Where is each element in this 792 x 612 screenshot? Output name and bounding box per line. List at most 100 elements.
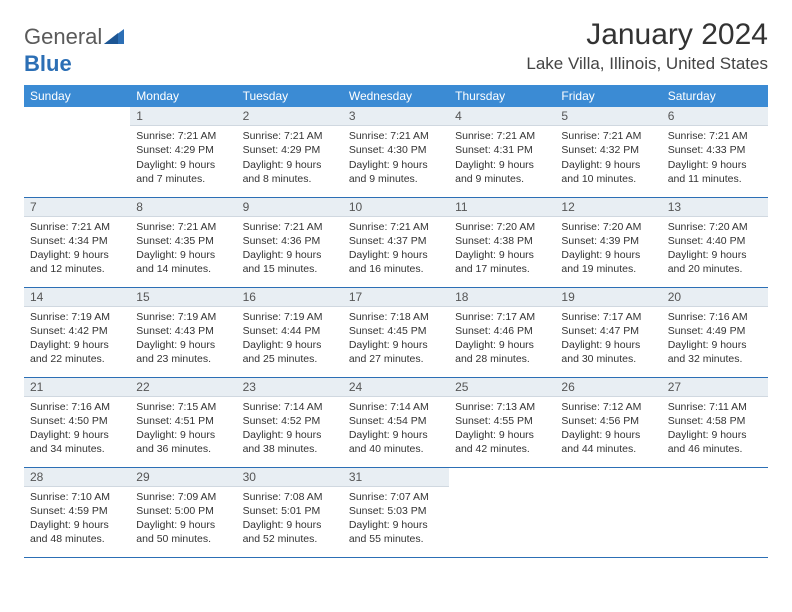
calendar-day-cell: 25Sunrise: 7:13 AMSunset: 4:55 PMDayligh… xyxy=(449,377,555,467)
day-details: Sunrise: 7:19 AMSunset: 4:44 PMDaylight:… xyxy=(237,307,343,371)
day-details: Sunrise: 7:21 AMSunset: 4:33 PMDaylight:… xyxy=(662,126,768,190)
sunrise-text: Sunrise: 7:14 AM xyxy=(349,400,443,414)
sunrise-text: Sunrise: 7:21 AM xyxy=(243,220,337,234)
calendar-day-cell xyxy=(662,467,768,557)
sunset-text: Sunset: 4:55 PM xyxy=(455,414,549,428)
sunrise-text: Sunrise: 7:18 AM xyxy=(349,310,443,324)
sunrise-text: Sunrise: 7:20 AM xyxy=(561,220,655,234)
weekday-header: Tuesday xyxy=(237,85,343,107)
day-details: Sunrise: 7:11 AMSunset: 4:58 PMDaylight:… xyxy=(662,397,768,461)
day-number: 22 xyxy=(130,378,236,397)
sunset-text: Sunset: 4:33 PM xyxy=(668,143,762,157)
daylight-text: Daylight: 9 hours and 17 minutes. xyxy=(455,248,549,276)
daylight-text: Daylight: 9 hours and 28 minutes. xyxy=(455,338,549,366)
calendar-day-cell: 20Sunrise: 7:16 AMSunset: 4:49 PMDayligh… xyxy=(662,287,768,377)
daylight-text: Daylight: 9 hours and 42 minutes. xyxy=(455,428,549,456)
day-details: Sunrise: 7:21 AMSunset: 4:29 PMDaylight:… xyxy=(237,126,343,190)
daylight-text: Daylight: 9 hours and 9 minutes. xyxy=(455,158,549,186)
sunset-text: Sunset: 4:54 PM xyxy=(349,414,443,428)
day-number: 21 xyxy=(24,378,130,397)
daylight-text: Daylight: 9 hours and 14 minutes. xyxy=(136,248,230,276)
daylight-text: Daylight: 9 hours and 46 minutes. xyxy=(668,428,762,456)
day-details: Sunrise: 7:16 AMSunset: 4:50 PMDaylight:… xyxy=(24,397,130,461)
weekday-header: Wednesday xyxy=(343,85,449,107)
calendar-day-cell: 7Sunrise: 7:21 AMSunset: 4:34 PMDaylight… xyxy=(24,197,130,287)
sunrise-text: Sunrise: 7:11 AM xyxy=(668,400,762,414)
sunset-text: Sunset: 4:50 PM xyxy=(30,414,124,428)
weekday-header: Thursday xyxy=(449,85,555,107)
calendar-day-cell: 9Sunrise: 7:21 AMSunset: 4:36 PMDaylight… xyxy=(237,197,343,287)
day-details: Sunrise: 7:21 AMSunset: 4:30 PMDaylight:… xyxy=(343,126,449,190)
day-number: 3 xyxy=(343,107,449,126)
day-number: 10 xyxy=(343,198,449,217)
weekday-header: Sunday xyxy=(24,85,130,107)
logo-text-general: General xyxy=(24,24,102,49)
calendar-day-cell: 16Sunrise: 7:19 AMSunset: 4:44 PMDayligh… xyxy=(237,287,343,377)
sunrise-text: Sunrise: 7:21 AM xyxy=(455,129,549,143)
sunrise-text: Sunrise: 7:21 AM xyxy=(243,129,337,143)
day-details: Sunrise: 7:18 AMSunset: 4:45 PMDaylight:… xyxy=(343,307,449,371)
sunset-text: Sunset: 4:35 PM xyxy=(136,234,230,248)
calendar-day-cell xyxy=(555,467,661,557)
sunset-text: Sunset: 4:30 PM xyxy=(349,143,443,157)
day-details: Sunrise: 7:10 AMSunset: 4:59 PMDaylight:… xyxy=(24,487,130,551)
daylight-text: Daylight: 9 hours and 7 minutes. xyxy=(136,158,230,186)
sunrise-text: Sunrise: 7:21 AM xyxy=(30,220,124,234)
day-number: 31 xyxy=(343,468,449,487)
sunset-text: Sunset: 5:01 PM xyxy=(243,504,337,518)
day-number: 13 xyxy=(662,198,768,217)
calendar-day-cell: 19Sunrise: 7:17 AMSunset: 4:47 PMDayligh… xyxy=(555,287,661,377)
calendar-day-cell: 30Sunrise: 7:08 AMSunset: 5:01 PMDayligh… xyxy=(237,467,343,557)
calendar-day-cell: 2Sunrise: 7:21 AMSunset: 4:29 PMDaylight… xyxy=(237,107,343,197)
sunset-text: Sunset: 5:00 PM xyxy=(136,504,230,518)
calendar-day-cell: 13Sunrise: 7:20 AMSunset: 4:40 PMDayligh… xyxy=(662,197,768,287)
sunrise-text: Sunrise: 7:19 AM xyxy=(30,310,124,324)
daylight-text: Daylight: 9 hours and 38 minutes. xyxy=(243,428,337,456)
calendar-day-cell: 10Sunrise: 7:21 AMSunset: 4:37 PMDayligh… xyxy=(343,197,449,287)
calendar-day-cell: 12Sunrise: 7:20 AMSunset: 4:39 PMDayligh… xyxy=(555,197,661,287)
daylight-text: Daylight: 9 hours and 50 minutes. xyxy=(136,518,230,546)
sunset-text: Sunset: 4:36 PM xyxy=(243,234,337,248)
sunrise-text: Sunrise: 7:20 AM xyxy=(455,220,549,234)
calendar-table: SundayMondayTuesdayWednesdayThursdayFrid… xyxy=(24,85,768,558)
sunrise-text: Sunrise: 7:17 AM xyxy=(561,310,655,324)
daylight-text: Daylight: 9 hours and 34 minutes. xyxy=(30,428,124,456)
calendar-day-cell: 29Sunrise: 7:09 AMSunset: 5:00 PMDayligh… xyxy=(130,467,236,557)
daylight-text: Daylight: 9 hours and 52 minutes. xyxy=(243,518,337,546)
calendar-day-cell: 11Sunrise: 7:20 AMSunset: 4:38 PMDayligh… xyxy=(449,197,555,287)
calendar-day-cell: 1Sunrise: 7:21 AMSunset: 4:29 PMDaylight… xyxy=(130,107,236,197)
day-number: 17 xyxy=(343,288,449,307)
day-number: 5 xyxy=(555,107,661,126)
daylight-text: Daylight: 9 hours and 19 minutes. xyxy=(561,248,655,276)
daylight-text: Daylight: 9 hours and 25 minutes. xyxy=(243,338,337,366)
day-details: Sunrise: 7:17 AMSunset: 4:47 PMDaylight:… xyxy=(555,307,661,371)
daylight-text: Daylight: 9 hours and 16 minutes. xyxy=(349,248,443,276)
daylight-text: Daylight: 9 hours and 8 minutes. xyxy=(243,158,337,186)
sunset-text: Sunset: 4:45 PM xyxy=(349,324,443,338)
sunset-text: Sunset: 4:44 PM xyxy=(243,324,337,338)
sunrise-text: Sunrise: 7:21 AM xyxy=(668,129,762,143)
calendar-week-row: 1Sunrise: 7:21 AMSunset: 4:29 PMDaylight… xyxy=(24,107,768,197)
day-number: 11 xyxy=(449,198,555,217)
day-details: Sunrise: 7:20 AMSunset: 4:39 PMDaylight:… xyxy=(555,217,661,281)
day-details: Sunrise: 7:14 AMSunset: 4:54 PMDaylight:… xyxy=(343,397,449,461)
calendar-day-cell: 15Sunrise: 7:19 AMSunset: 4:43 PMDayligh… xyxy=(130,287,236,377)
day-number: 26 xyxy=(555,378,661,397)
sunrise-text: Sunrise: 7:10 AM xyxy=(30,490,124,504)
sunset-text: Sunset: 4:42 PM xyxy=(30,324,124,338)
day-details: Sunrise: 7:21 AMSunset: 4:37 PMDaylight:… xyxy=(343,217,449,281)
calendar-day-cell: 28Sunrise: 7:10 AMSunset: 4:59 PMDayligh… xyxy=(24,467,130,557)
day-details: Sunrise: 7:17 AMSunset: 4:46 PMDaylight:… xyxy=(449,307,555,371)
daylight-text: Daylight: 9 hours and 23 minutes. xyxy=(136,338,230,366)
brand-logo: General Blue xyxy=(24,24,126,77)
day-number: 16 xyxy=(237,288,343,307)
sunset-text: Sunset: 5:03 PM xyxy=(349,504,443,518)
daylight-text: Daylight: 9 hours and 40 minutes. xyxy=(349,428,443,456)
day-number: 4 xyxy=(449,107,555,126)
daylight-text: Daylight: 9 hours and 30 minutes. xyxy=(561,338,655,366)
calendar-day-cell: 26Sunrise: 7:12 AMSunset: 4:56 PMDayligh… xyxy=(555,377,661,467)
daylight-text: Daylight: 9 hours and 15 minutes. xyxy=(243,248,337,276)
day-number: 27 xyxy=(662,378,768,397)
calendar-day-cell: 27Sunrise: 7:11 AMSunset: 4:58 PMDayligh… xyxy=(662,377,768,467)
sunrise-text: Sunrise: 7:16 AM xyxy=(30,400,124,414)
